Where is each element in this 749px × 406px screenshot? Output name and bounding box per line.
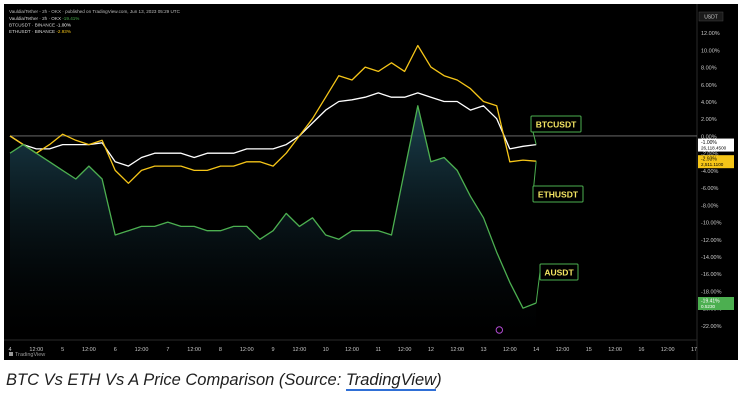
ausdt-price-tag-value: -19.41% (701, 299, 720, 305)
legend-series-label: BTCUSDT · BINANCE -1.00% (9, 23, 71, 28)
btcusdt-series-line[interactable] (9, 92, 537, 167)
x-tick-label: 6 (114, 347, 117, 353)
y-tick-label: -4.00% (701, 169, 719, 175)
ethusdt-price-tag (698, 155, 734, 169)
x-tick-label: 12:00 (293, 347, 307, 353)
y-tick-label: 12.00% (701, 31, 720, 37)
y-tick-label: 0.00% (701, 134, 717, 140)
btcusdt-price-tag-price: 26,118.4500 (701, 146, 727, 151)
y-tick-label: -22.00% (701, 324, 722, 330)
tradingview-watermark: TradingView (15, 352, 45, 358)
y-tick-label: -10.00% (701, 221, 722, 227)
ausdt-callout-label: AUSDT (544, 268, 574, 278)
ausdt-price-tag (698, 297, 734, 310)
x-tick-label: 12:00 (135, 347, 149, 353)
x-tick-label: 12:00 (450, 347, 464, 353)
ethusdt-price-tag-price: 2,511.1100 (701, 162, 724, 167)
x-tick-label: 12:00 (345, 347, 359, 353)
y-tick-label: 4.00% (701, 100, 717, 106)
event-flag-icon[interactable] (495, 326, 504, 334)
ausdt-price-tag-price: 0.5230 (701, 304, 715, 309)
btcusdt-price-tag (698, 138, 734, 152)
legend-series-value: -1.00% (56, 23, 71, 28)
x-tick-label: 15 (586, 347, 592, 353)
y-tick-label: -6.00% (701, 186, 719, 192)
y-tick-label: -2.00% (701, 152, 719, 158)
chart-frame: BTCUSDT ETHUSDT AUSDT 12.00% 10.00% 8.00% 6.00… (4, 4, 738, 360)
ethusdt-callout-box[interactable] (532, 185, 584, 203)
x-tick-label: 14 (533, 347, 539, 353)
x-tick-label: 9 (272, 347, 275, 353)
y-tick-label: 6.00% (701, 83, 717, 89)
legend-series-label: ETHUSDT · BINANCE -2.93% (9, 29, 71, 34)
comparison-chart[interactable]: BTCUSDT ETHUSDT AUSDT 12.00% 10.00% 8.00% 6.00… (4, 4, 738, 360)
x-tick-label: 17 (691, 347, 697, 353)
caption-prefix: BTC Vs ETH Vs A Price Comparison (Source… (6, 371, 346, 389)
x-tick-label: 16 (638, 347, 644, 353)
ausdt-callout-box[interactable] (539, 263, 579, 281)
scale-badge-text: USDT (704, 15, 718, 21)
x-tick-label: 12:00 (29, 347, 43, 353)
y-tick-label: -8.00% (701, 203, 719, 209)
x-tick-label: 12:00 (398, 347, 412, 353)
x-tick-label: 12:00 (556, 347, 570, 353)
legend-series-value: -2.93% (56, 29, 71, 34)
x-tick-label: 10 (323, 347, 329, 353)
x-tick-label: 12:00 (187, 347, 201, 353)
x-tick-label: 11 (375, 347, 381, 353)
scale-badge-box[interactable] (698, 11, 724, 22)
x-tick-label: 12:00 (661, 347, 675, 353)
x-tick-label: 12:00 (240, 347, 254, 353)
btcusdt-callout-box[interactable] (530, 115, 582, 133)
x-tick-label: 12:00 (82, 347, 96, 353)
x-tick-label: 12:00 (503, 347, 517, 353)
legend-series-value: -19.41% (62, 16, 79, 21)
btcusdt-callout-label: BTCUSDT (536, 120, 577, 130)
y-tick-label: -16.00% (701, 272, 722, 278)
btcusdt-price-tag-value: -1.00% (701, 140, 717, 146)
x-tick-label: 5 (61, 347, 64, 353)
ausdt-callout-leader (535, 271, 541, 304)
x-tick-label: 12 (428, 347, 434, 353)
publisher-line: Vauldia/Tether - 2h - OKX · published on… (9, 9, 181, 14)
ethusdt-series-line[interactable] (9, 44, 537, 184)
x-tick-label: 13 (480, 347, 486, 353)
caption-suffix: ) (436, 371, 442, 389)
ausdt-area-fill (10, 105, 537, 334)
tradingview-logo-icon (9, 352, 13, 356)
figure-caption: BTC Vs ETH Vs A Price Comparison (Source… (6, 371, 442, 391)
legend-series-label: Vauldia/Tether · 2h · OKX -19.41% (9, 16, 79, 21)
y-tick-label: -18.00% (701, 289, 722, 295)
x-tick-label: 7 (166, 347, 169, 353)
x-tick-label: 12:00 (608, 347, 622, 353)
ethusdt-callout-label: ETHUSDT (538, 190, 579, 200)
y-tick-label: 2.00% (701, 117, 717, 123)
ethusdt-price-tag-value: -2.93% (701, 157, 717, 163)
x-tick-label: 4 (8, 347, 11, 353)
y-tick-label: -12.00% (701, 238, 722, 244)
y-tick-label: 10.00% (701, 48, 720, 54)
y-tick-label: -14.00% (701, 255, 722, 261)
caption-source-link[interactable]: TradingView (345, 371, 437, 391)
x-tick-label: 8 (219, 347, 222, 353)
y-tick-label: 8.00% (701, 66, 717, 72)
